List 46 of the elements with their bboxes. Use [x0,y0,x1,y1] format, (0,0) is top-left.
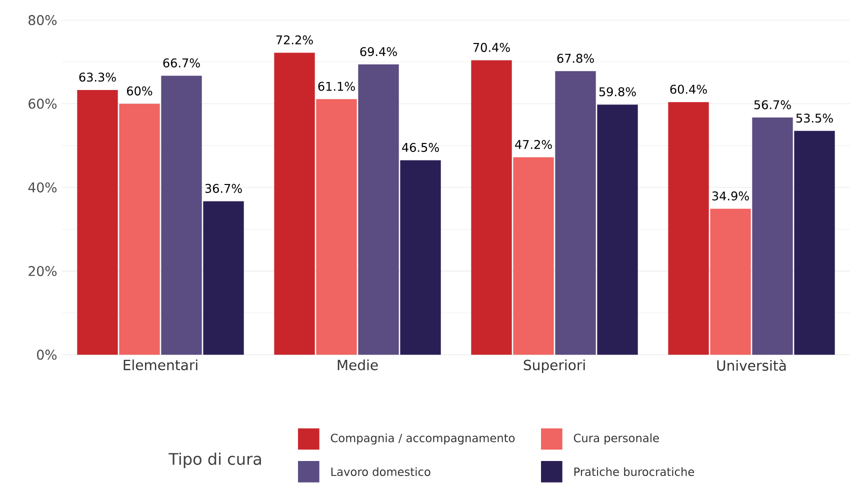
data-label: 72.2% [276,35,313,44]
legend-title: Tipo di cura [168,452,261,468]
bar [161,76,202,355]
bar [794,130,835,355]
data-label: 60.4% [670,84,707,94]
bar [752,118,793,355]
data-label: 47.2% [515,140,552,150]
y-tick-label: 20% [28,266,57,276]
data-label: 46.5% [402,142,439,152]
data-label: 70.4% [473,42,510,52]
bar [274,52,315,355]
bar [400,160,441,355]
data-label: 34.9% [712,191,749,200]
bar [471,60,512,355]
bar [597,104,638,355]
x-tick-label: Università [717,359,786,371]
bar [513,157,554,355]
bar [203,201,244,355]
data-label: 67.8% [557,54,594,63]
bar [555,71,596,355]
data-label: 60% [127,86,152,96]
bar [358,64,399,355]
bar [77,90,118,355]
data-label: 53.5% [796,114,833,123]
data-label: 56.7% [754,100,791,110]
data-label: 63.3% [79,72,116,82]
data-label: 69.4% [360,47,397,56]
x-tick-label: Superiori [524,359,585,373]
x-tick-label: Medie [338,359,378,370]
data-label: 61.1% [318,82,355,91]
y-tick-label: 40% [28,182,57,192]
data-label: 59.8% [599,87,636,96]
x-tick-label: Elementari [124,359,198,370]
y-tick-label: 60% [28,98,57,109]
bar [710,208,751,355]
legend-label: Lavoro domestico [331,467,430,476]
bar [668,102,709,355]
legend-label: Pratiche burocratiche [574,467,694,476]
bar [119,104,160,355]
legend-label: Cura personale [574,434,659,444]
y-tick-label: 80% [28,15,57,26]
bar [316,99,357,355]
y-tick-label: 0% [37,350,57,360]
data-label: 66.7% [163,58,200,68]
data-label: 36.7% [205,184,242,193]
legend-label: Compagnia / accompagnamento [330,434,515,444]
